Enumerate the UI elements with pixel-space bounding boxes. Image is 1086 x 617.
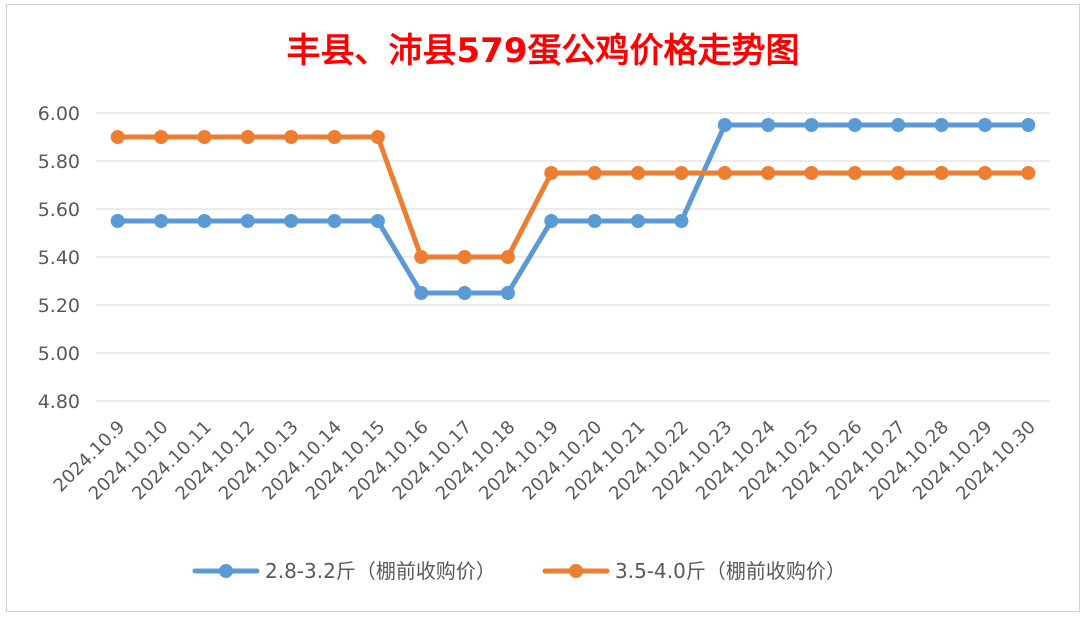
- data-point: [674, 214, 689, 228]
- data-point: [284, 214, 299, 228]
- chart-title: 丰县、沛县579蛋公鸡价格走势图: [287, 31, 800, 71]
- data-point: [500, 286, 515, 300]
- y-tick-label: 5.20: [38, 295, 80, 317]
- data-point: [804, 118, 819, 132]
- data-point: [847, 118, 862, 132]
- data-point: [761, 166, 776, 180]
- data-point: [934, 118, 949, 132]
- data-point: [631, 214, 646, 228]
- data-point: [977, 118, 992, 132]
- data-point: [587, 166, 602, 180]
- data-point: [544, 214, 559, 228]
- y-tick-label: 5.80: [38, 151, 80, 173]
- data-point: [154, 214, 169, 228]
- series-line: [115, 134, 1031, 260]
- legend-item: 3.5-4.0斤（棚前收购价）: [542, 559, 846, 583]
- data-point: [891, 118, 906, 132]
- series-1: [110, 118, 1036, 300]
- data-point: [370, 214, 385, 228]
- series-2: [110, 130, 1036, 264]
- data-point: [110, 214, 125, 228]
- data-point: [414, 286, 429, 300]
- legend-label: 3.5-4.0斤（棚前收购价）: [615, 559, 846, 583]
- y-tick-label: 6.00: [38, 103, 80, 125]
- data-point: [847, 166, 862, 180]
- data-point: [154, 130, 169, 144]
- data-point: [1021, 166, 1036, 180]
- legend: 2.8-3.2斤（棚前收购价） 3.5-4.0斤（棚前收购价）: [192, 559, 846, 583]
- series-layer: [110, 118, 1036, 300]
- x-axis-ticks: 2024.10.92024.10.102024.10.112024.10.122…: [50, 417, 1040, 505]
- chart-frame: [6, 4, 1080, 612]
- legend-swatch-marker: [219, 564, 233, 578]
- data-point: [934, 166, 949, 180]
- y-axis-ticks: 4.80 5.00 5.20 5.40 5.60 5.80 6.00: [38, 103, 80, 413]
- data-point: [457, 286, 472, 300]
- data-point: [544, 166, 559, 180]
- y-tick-label: 5.00: [38, 343, 80, 365]
- data-point: [500, 250, 515, 264]
- legend-swatch-marker: [569, 564, 583, 578]
- data-point: [327, 214, 342, 228]
- legend-item: 2.8-3.2斤（棚前收购价）: [192, 559, 496, 583]
- data-point: [977, 166, 992, 180]
- data-point: [631, 166, 646, 180]
- data-point: [414, 250, 429, 264]
- data-point: [240, 214, 255, 228]
- data-point: [717, 118, 732, 132]
- y-tick-label: 5.60: [38, 199, 80, 221]
- data-point: [197, 214, 212, 228]
- series-line: [115, 122, 1031, 296]
- data-point: [804, 166, 819, 180]
- data-point: [891, 166, 906, 180]
- gridlines: [96, 112, 1050, 402]
- data-point: [240, 130, 255, 144]
- data-point: [761, 118, 776, 132]
- data-point: [327, 130, 342, 144]
- data-point: [197, 130, 212, 144]
- legend-label: 2.8-3.2斤（棚前收购价）: [265, 559, 496, 583]
- data-point: [717, 166, 732, 180]
- data-point: [284, 130, 299, 144]
- data-point: [370, 130, 385, 144]
- y-tick-label: 4.80: [38, 391, 80, 413]
- data-point: [1021, 118, 1036, 132]
- y-tick-label: 5.40: [38, 247, 80, 269]
- data-point: [674, 166, 689, 180]
- data-point: [110, 130, 125, 144]
- data-point: [457, 250, 472, 264]
- data-point: [587, 214, 602, 228]
